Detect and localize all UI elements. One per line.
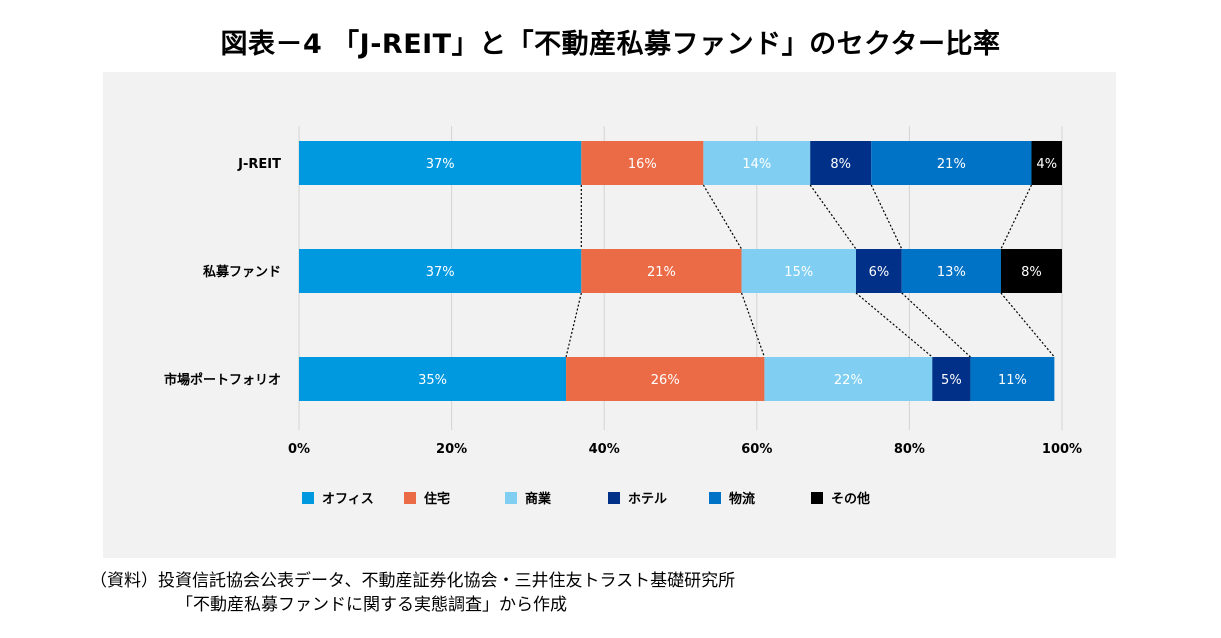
category-label: J-REIT xyxy=(237,157,281,172)
bar-data-label: 37% xyxy=(426,265,455,280)
bar-data-label: 22% xyxy=(834,373,863,388)
x-tick-label: 100% xyxy=(1042,442,1082,457)
bar-data-label: 4% xyxy=(1036,157,1057,172)
bar-segment xyxy=(970,357,1055,401)
connector-line xyxy=(1000,292,1055,358)
legend-swatch xyxy=(302,492,314,504)
bar-segment xyxy=(299,249,582,293)
bar-data-label: 16% xyxy=(628,157,657,172)
legend-label: オフィス xyxy=(322,492,374,507)
connector-line xyxy=(870,184,903,250)
category-label: 私募ファンド xyxy=(203,264,281,280)
x-tick-label: 40% xyxy=(589,442,620,457)
bar-data-label: 8% xyxy=(1021,265,1042,280)
chart-title: 図表－4 「J-REIT」と「不動産私募ファンド」のセクター比率 xyxy=(220,29,1001,60)
bar-segment xyxy=(299,141,582,185)
bar-data-label: 35% xyxy=(418,373,447,388)
x-tick-label: 20% xyxy=(436,442,467,457)
bar-segment xyxy=(581,249,742,293)
bar-segment xyxy=(1031,141,1062,185)
bar-data-label: 14% xyxy=(742,157,771,172)
legend-swatch xyxy=(404,492,416,504)
x-tick-label: 60% xyxy=(741,442,772,457)
legend-label: 商業 xyxy=(525,491,552,507)
bar-segment xyxy=(1000,249,1062,293)
bar-data-label: 37% xyxy=(426,157,455,172)
bar-data-label: 8% xyxy=(830,157,851,172)
bar-data-label: 5% xyxy=(941,373,962,388)
legend-label: ホテル xyxy=(628,492,667,507)
bar-segment xyxy=(901,249,1001,293)
bar-segment xyxy=(703,141,811,185)
connector-line xyxy=(702,184,743,250)
bar-segment xyxy=(932,357,971,401)
bar-segment xyxy=(855,249,902,293)
legend-label: 住宅 xyxy=(424,491,450,507)
legend-label: その他 xyxy=(831,491,870,507)
bar-data-label: 13% xyxy=(937,265,966,280)
connector-line xyxy=(740,292,765,358)
category-label: 市場ポートフォリオ xyxy=(164,372,281,388)
bar-segment xyxy=(299,357,567,401)
bar-data-label: 6% xyxy=(869,265,890,280)
bar-data-label: 26% xyxy=(651,373,680,388)
bar-segment xyxy=(741,249,856,293)
bar-segment xyxy=(871,141,1032,185)
connector-line xyxy=(901,292,971,358)
connector-line xyxy=(1000,184,1033,250)
x-tick-label: 0% xyxy=(288,442,310,457)
bar-segment xyxy=(566,357,765,401)
x-tick-label: 80% xyxy=(894,442,925,457)
bar-data-label: 11% xyxy=(998,373,1027,388)
legend-swatch xyxy=(505,492,517,504)
bar-segment xyxy=(581,141,704,185)
source-note-line-2: 「不動産私募ファンドに関する実態調査」から作成 xyxy=(176,595,567,615)
bar-data-label: 21% xyxy=(647,265,676,280)
bar-data-label: 15% xyxy=(784,265,813,280)
legend-label: 物流 xyxy=(729,491,755,507)
bar-data-label: 21% xyxy=(937,157,966,172)
bar-segment xyxy=(810,141,872,185)
connector-line xyxy=(809,184,857,250)
legend-swatch xyxy=(811,492,823,504)
connector-line xyxy=(855,292,933,358)
legend-swatch xyxy=(608,492,620,504)
bar-segment xyxy=(764,357,933,401)
legend-swatch xyxy=(709,492,721,504)
source-note-line-1: （資料）投資信託協会公表データ、不動産証券化協会・三井住友トラスト基礎研究所 xyxy=(90,571,736,591)
connector-line xyxy=(565,292,582,358)
